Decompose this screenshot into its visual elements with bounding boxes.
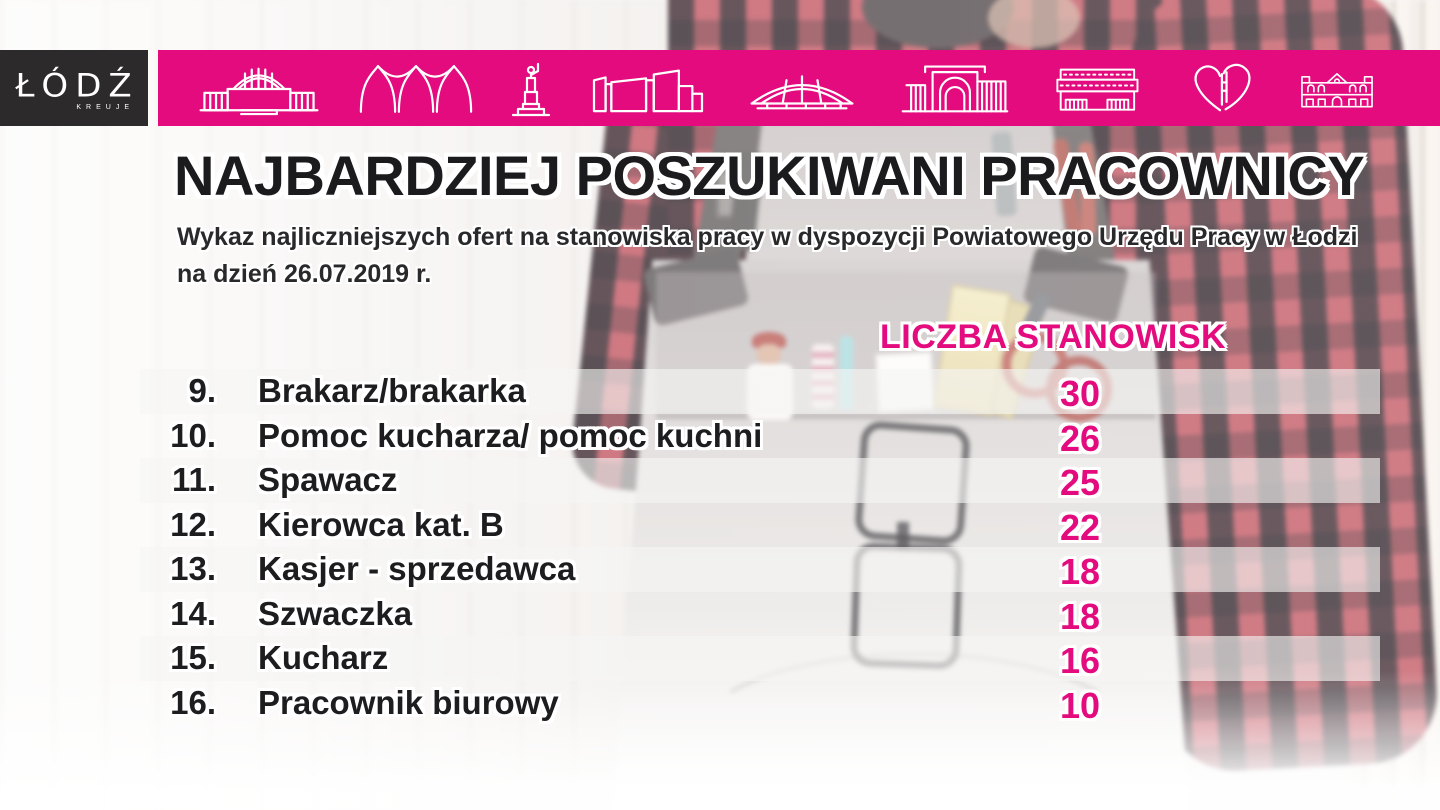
gate-building-icon	[899, 60, 1011, 116]
row-rank: 13.	[170, 550, 216, 587]
lodz-logo-subtext: KREUJE	[76, 103, 134, 111]
row-count: 16	[1059, 640, 1101, 681]
row-rank: 11.	[171, 461, 216, 498]
row-rank: 12.	[170, 505, 216, 543]
market-hall-icon	[198, 60, 320, 116]
palace-icon	[1296, 60, 1378, 116]
row-name: Pomoc kucharza/ pomoc kuchni	[258, 416, 763, 454]
row-name: Kasjer - sprzedawca	[258, 550, 576, 587]
subtitle-line-2: na dzień 26.07.2019 r.	[177, 260, 432, 288]
table-row: 9. Brakarz/brakarka 30	[0, 369, 1440, 414]
page-title: NAJBARDZIEJ POSZUKIWANI PRACOWNICY	[174, 144, 1365, 207]
landmarks-banner	[158, 50, 1440, 126]
row-count: 18	[1059, 551, 1101, 592]
row-count: 10	[1059, 684, 1101, 726]
layered-building-icon	[1049, 61, 1145, 115]
row-count: 30	[1059, 373, 1101, 414]
table-row: 10. Pomoc kucharza/ pomoc kuchni 26	[0, 414, 1440, 459]
table-row: 13. Kasjer - sprzedawca 18	[0, 547, 1440, 592]
page-subtitle: Wykaz najliczniejszych ofert na stanowis…	[177, 219, 1417, 293]
row-rank: 10.	[170, 416, 216, 454]
row-name: Pracownik biurowy	[258, 683, 559, 721]
table-row: 12. Kierowca kat. B 22	[0, 503, 1440, 548]
subtitle-line-1: Wykaz najliczniejszych ofert na stanowis…	[177, 223, 1358, 251]
arena-icon	[744, 62, 860, 114]
table-row: 11. Spawacz 25	[0, 458, 1440, 503]
table-row: 15. Kucharz 16	[0, 636, 1440, 681]
table-row: 16. Pracownik biurowy 10	[0, 681, 1440, 726]
row-count: 22	[1059, 506, 1101, 548]
row-count: 25	[1059, 462, 1101, 503]
row-rank: 9.	[188, 372, 216, 409]
row-name: Kierowca kat. B	[258, 505, 504, 543]
row-count: 26	[1059, 417, 1101, 459]
modern-building-icon	[590, 61, 706, 115]
row-name: Kucharz	[258, 639, 389, 676]
count-column-header: LICZBA STANOWISK	[880, 318, 1227, 356]
row-name: Brakarz/brakarka	[258, 372, 526, 409]
ranking-table: 9. Brakarz/brakarka 30 10. Pomoc kucharz…	[0, 369, 1440, 726]
monument-icon	[511, 59, 551, 117]
table-row: 14. Szwaczka 18	[0, 592, 1440, 637]
row-rank: 16.	[170, 683, 216, 721]
row-name: Spawacz	[258, 461, 398, 498]
row-rank: 15.	[170, 639, 216, 676]
photo-bottom-fade	[0, 670, 1440, 810]
row-rank: 14.	[170, 594, 216, 632]
lodz-logo: ŁÓDŹ KREUJE	[0, 50, 148, 126]
lodz-logo-text: ŁÓDŹ	[15, 66, 139, 105]
heart-landmark-icon	[1184, 59, 1258, 117]
row-name: Szwaczka	[258, 594, 413, 632]
arch-canopy-icon	[359, 60, 473, 116]
row-count: 18	[1059, 595, 1101, 637]
